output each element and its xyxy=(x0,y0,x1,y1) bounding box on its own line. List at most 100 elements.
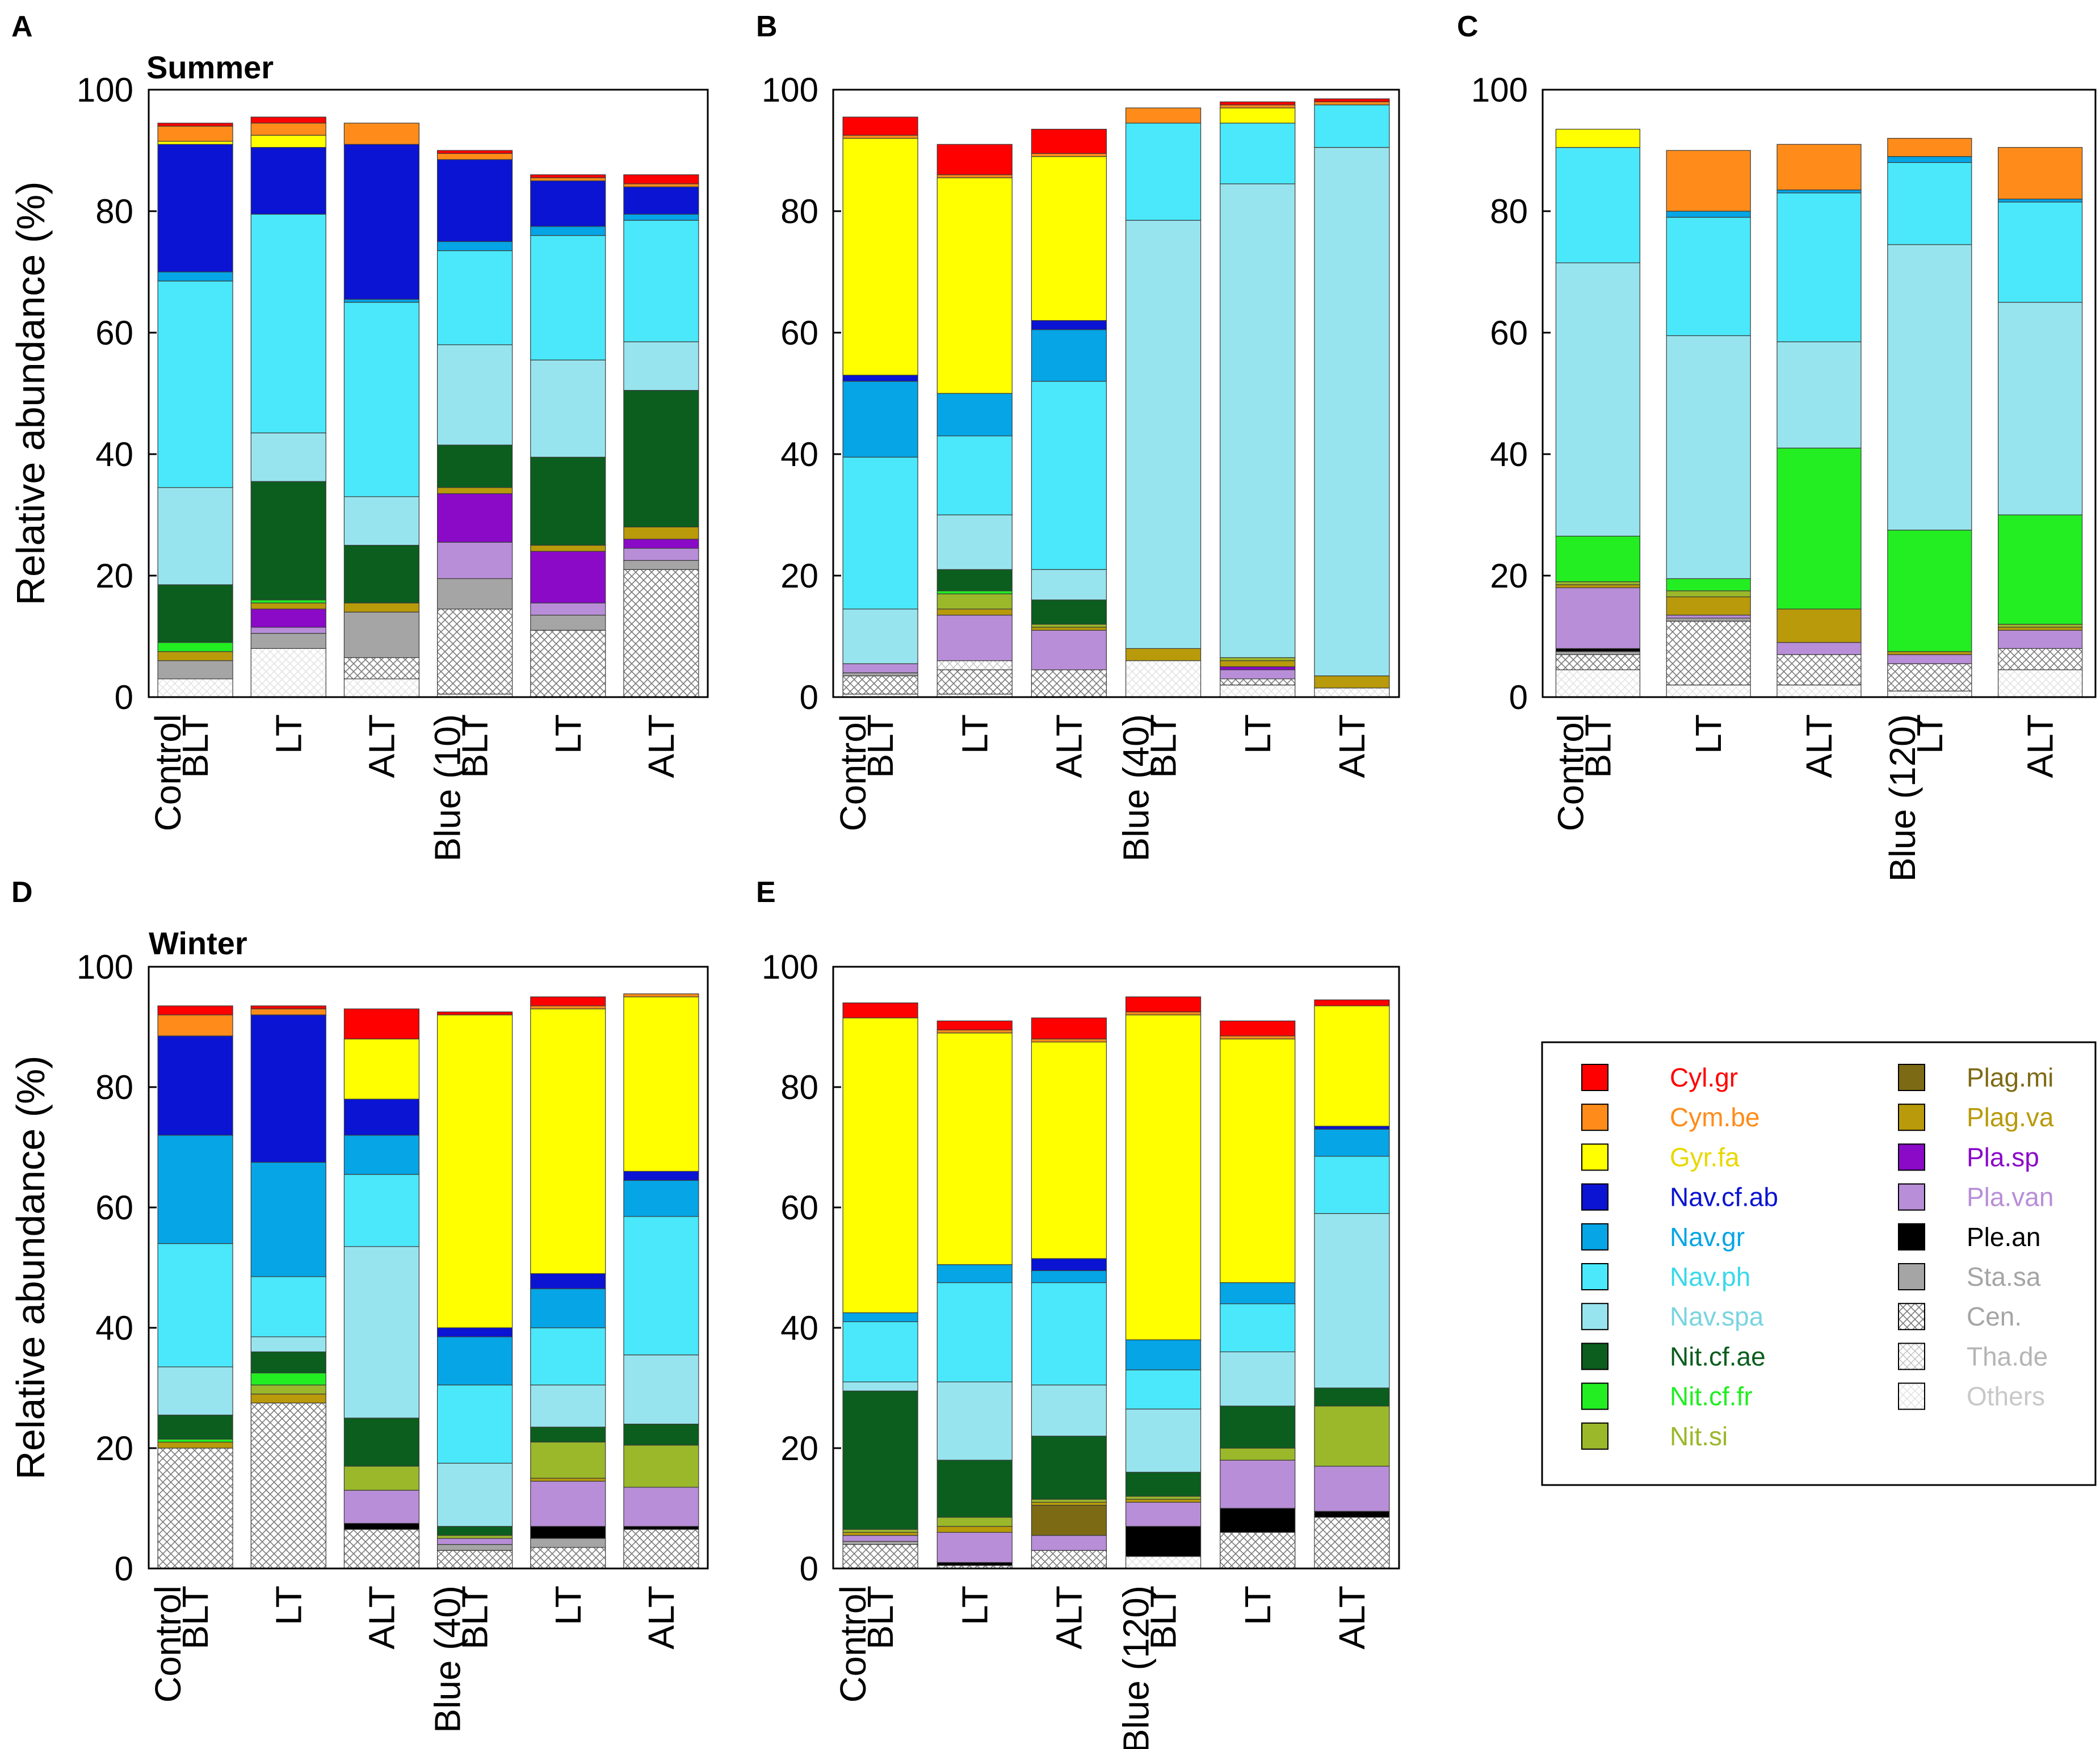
segment-nit-cf-fr xyxy=(1555,535,1640,582)
bar-blt xyxy=(1125,107,1202,698)
segment-nav-gr xyxy=(1998,199,2083,203)
segment-plag-va xyxy=(250,1394,326,1404)
segment-nit-si xyxy=(1125,1496,1202,1500)
segment-nav-ph xyxy=(1666,217,1751,336)
y-tick-label: 40 xyxy=(780,435,818,473)
bar-lt xyxy=(250,116,326,698)
x-group-label: Blue (120) xyxy=(1116,1586,1157,1749)
segment-nit-cf-ae xyxy=(343,1417,420,1467)
bar-alt xyxy=(1998,147,2083,698)
legend: Cyl.gr Cym.be Gyr.fa Nav.cf.ab Nav.gr Nav.ph N… xyxy=(1541,1041,2097,1486)
segment-pla-van xyxy=(842,1535,918,1542)
segment-nav-ph xyxy=(623,1216,699,1356)
segment-pla-van xyxy=(623,1487,699,1527)
segment-nav-gr xyxy=(623,1180,699,1217)
segment-gyr-fa xyxy=(623,996,699,1172)
segment-cym-be xyxy=(250,123,326,136)
x-category-label: LT xyxy=(1237,714,1278,754)
x-category-label: LT xyxy=(954,1586,995,1625)
bar-lt xyxy=(936,1020,1013,1569)
panel-a: A Summer Relative abundance (%) 0 20 40 60 80 10… xyxy=(9,10,709,862)
segment-cyl-gr xyxy=(1031,128,1107,154)
segment-plag-va xyxy=(436,487,513,494)
segment-nav-gr xyxy=(842,380,918,458)
x-category-label: ALT xyxy=(1048,714,1089,778)
segment-nit-si xyxy=(1998,623,2083,628)
segment-plag-va xyxy=(530,544,606,552)
segment-nav-ph xyxy=(1125,1369,1202,1410)
x-group-label: Control xyxy=(833,1586,873,1702)
segment-nav-gr xyxy=(1220,1282,1296,1305)
segment-cym-be xyxy=(1125,107,1202,124)
segment-nav-cf-ab xyxy=(157,144,233,272)
segment-sta-sa xyxy=(343,611,420,659)
segment-cym-be xyxy=(1031,153,1107,157)
bar-lt xyxy=(530,996,606,1569)
segment-gyr-fa xyxy=(1031,1041,1107,1259)
segment-nit-si xyxy=(1031,1499,1107,1503)
segment-gyr-fa xyxy=(1220,1038,1296,1284)
y-tick-label: 0 xyxy=(115,1550,133,1588)
segment-nit-cf-fr xyxy=(250,599,326,603)
segment-nit-si xyxy=(1555,581,1640,585)
segment-nit-cf-ae xyxy=(1031,599,1107,625)
y-tick-label: 60 xyxy=(95,1189,133,1227)
legend-label: Nav.spa xyxy=(1670,1302,1764,1331)
segment-nav-ph xyxy=(936,435,1013,515)
legend-entry-nav-spa: Nav.spa xyxy=(1581,1302,1764,1331)
y-tick-label: 20 xyxy=(780,1429,818,1467)
segment-nit-si xyxy=(936,1517,1013,1527)
segment-plag-va xyxy=(936,1526,1013,1533)
segment-gyr-fa xyxy=(343,1038,420,1100)
legend-entry-nit-cf-ae: Nit.cf.ae xyxy=(1581,1341,1766,1371)
segment-plag-va xyxy=(1314,675,1390,689)
segment-cen xyxy=(1314,1517,1390,1569)
x-category-label: LT xyxy=(268,1586,309,1625)
x-category-label: LT xyxy=(1909,714,1950,754)
segment-cen xyxy=(343,1529,420,1569)
segment-cyl-gr xyxy=(1314,98,1390,103)
legend-swatch xyxy=(1898,1263,1925,1290)
segment-nav-spa xyxy=(157,487,233,585)
segment-cen xyxy=(936,669,1013,695)
segment-nav-gr xyxy=(1887,156,1972,163)
y-tick-label: 20 xyxy=(780,557,818,595)
segment-nit-cf-fr xyxy=(157,1438,233,1443)
legend-swatch xyxy=(1898,1104,1925,1131)
segment-nav-ph xyxy=(842,456,918,610)
legend-label: Others xyxy=(1967,1382,2045,1411)
segment-nav-gr xyxy=(1031,1270,1107,1284)
bar-alt xyxy=(1776,144,1862,698)
segment-cen xyxy=(530,630,606,698)
segment-nav-spa xyxy=(623,1354,699,1425)
segment-nit-si xyxy=(936,593,1013,610)
segment-nav-gr xyxy=(936,393,1013,437)
segment-nit-cf-ae xyxy=(157,584,233,643)
segment-pla-sp xyxy=(250,609,326,628)
segment-others xyxy=(250,648,326,698)
segment-plag-va xyxy=(157,651,233,661)
legend-entry-tha-de: Tha.de xyxy=(1898,1341,2048,1371)
legend-entry-gyr-fa: Gyr.fa xyxy=(1581,1142,1740,1172)
segment-nav-ph xyxy=(1220,123,1296,184)
legend-swatch xyxy=(1581,1422,1608,1450)
x-category-label: ALT xyxy=(1799,714,1839,778)
segment-nav-cf-ab xyxy=(530,1273,606,1289)
segment-cym-be xyxy=(623,183,699,187)
segment-cen xyxy=(623,1529,699,1569)
legend-label: Sta.sa xyxy=(1967,1262,2041,1291)
legend-entry-ple-an: Ple.an xyxy=(1898,1222,2040,1252)
segment-cyl-gr xyxy=(1125,996,1202,1013)
x-group-label: Control xyxy=(148,1586,188,1702)
segment-sta-sa xyxy=(436,578,513,610)
legend-swatch xyxy=(1898,1064,1925,1091)
bar-blt xyxy=(1125,996,1202,1569)
segment-nav-spa xyxy=(1998,301,2083,515)
y-tick-label: 20 xyxy=(1490,557,1528,595)
segment-cen xyxy=(530,1547,606,1569)
x-category-label: ALT xyxy=(361,1586,402,1650)
segment-cym-be xyxy=(1125,1011,1202,1016)
segment-plag-va xyxy=(250,602,326,610)
segment-plag-mi xyxy=(1031,1505,1107,1536)
segment-nav-gr xyxy=(343,1135,420,1175)
